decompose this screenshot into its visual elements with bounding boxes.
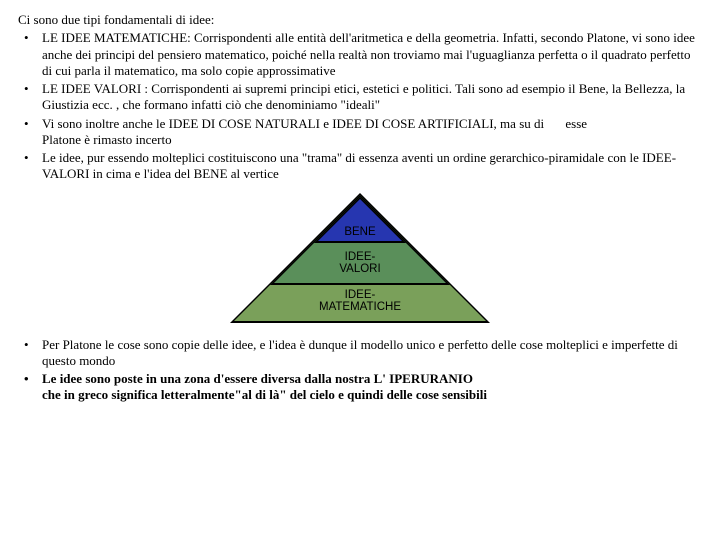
- top-bullet-list: LE IDEE MATEMATICHE: Corrispondenti alle…: [18, 30, 702, 182]
- pyramid-label-valori: IDEE-VALORI: [339, 251, 380, 275]
- bullet-iperuranio: Le idee sono poste in una zona d'essere …: [18, 371, 702, 404]
- pyramid-diagram: BENE IDEE-VALORI IDEE-MATEMATICHE: [18, 193, 702, 323]
- bullet-cose: Vi sono inoltre anche le IDEE DI COSE NA…: [18, 116, 702, 149]
- pyramid-label-matematiche: IDEE-MATEMATICHE: [319, 289, 401, 313]
- pyramid-label-bene: BENE: [344, 226, 375, 238]
- bullet-trama: Le idee, pur essendo molteplici costitui…: [18, 150, 702, 183]
- bullet-valori: LE IDEE VALORI : Corrispondenti ai supre…: [18, 81, 702, 114]
- bullet-cose-cont: Platone è rimasto incerto: [42, 132, 172, 147]
- bullet-cose-main: Vi sono inoltre anche le IDEE DI COSE NA…: [42, 116, 544, 131]
- bottom-bullet-list: Per Platone le cose sono copie delle ide…: [18, 337, 702, 404]
- iperuranio-line1: Le idee sono poste in una zona d'essere …: [42, 371, 473, 386]
- bullet-copie: Per Platone le cose sono copie delle ide…: [18, 337, 702, 370]
- bullet-cose-trail: esse: [565, 116, 587, 132]
- bullet-matematiche: LE IDEE MATEMATICHE: Corrispondenti alle…: [18, 30, 702, 79]
- intro-text: Ci sono due tipi fondamentali di idee:: [18, 12, 702, 28]
- iperuranio-line2: che in greco significa letteralmente"al …: [42, 387, 487, 402]
